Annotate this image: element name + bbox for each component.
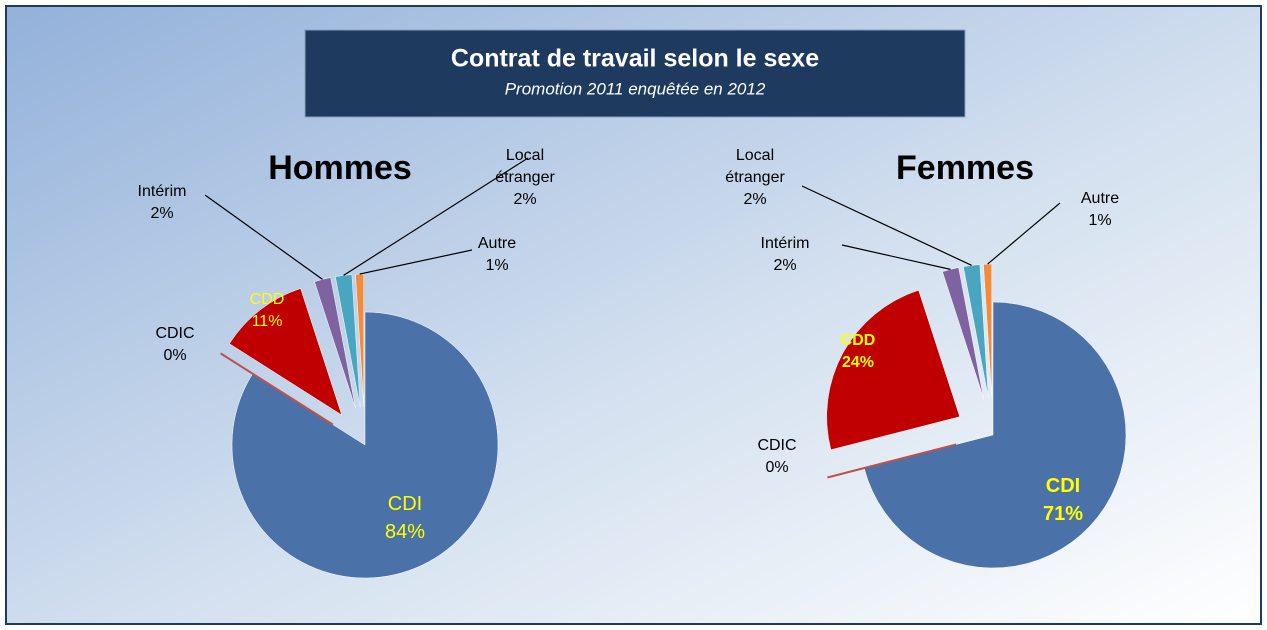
category-label: Intérim — [137, 183, 187, 200]
slice-label: CDIC 0% — [127, 323, 223, 367]
value-label: 84% — [384, 521, 426, 543]
pie-slice — [229, 288, 343, 416]
slice-label: Intérim 2% — [114, 181, 210, 225]
value-label: 1% — [485, 257, 509, 274]
value-label: 1% — [1088, 212, 1112, 229]
leader-line — [801, 185, 972, 266]
slice-label: CDD 24% — [810, 330, 906, 374]
pie-slice — [314, 277, 356, 409]
subtitle: Promotion 2011 enquêtée en 2012 — [505, 79, 766, 98]
pie-slice — [863, 301, 1127, 569]
value-label: 2% — [743, 191, 767, 208]
pie-title: Femmes — [896, 149, 1034, 187]
pie-title: Hommes — [268, 149, 412, 187]
value-label: 2% — [773, 257, 797, 274]
category-label: Autre — [1080, 190, 1120, 207]
category-label: Autre — [477, 235, 517, 252]
pie-slice — [983, 263, 993, 398]
slice-label: Local étranger 2% — [707, 145, 803, 211]
slice-label: Local étranger 2% — [477, 145, 573, 211]
title-box — [304, 29, 966, 118]
slice-label: Autre 1% — [1052, 188, 1148, 232]
pie-slice — [827, 443, 957, 479]
slice-label: CDD 11% — [219, 289, 315, 333]
slice-label: CDI 84% — [357, 490, 453, 546]
category-label: CDI — [387, 493, 423, 515]
pie-slice — [355, 273, 365, 408]
value-label: 11% — [251, 313, 283, 330]
value-label: 2% — [513, 191, 537, 208]
slice-label: Intérim 2% — [737, 233, 833, 277]
value-label: 24% — [841, 354, 875, 371]
leader-line — [359, 249, 473, 275]
category-label: Intérim — [760, 235, 810, 252]
value-label: 0% — [765, 459, 789, 476]
category-label: CDIC — [155, 325, 195, 342]
pie-slice — [826, 289, 961, 451]
value-label: 2% — [150, 205, 174, 222]
slice-label: CDIC 0% — [729, 435, 825, 479]
value-label: 0% — [163, 347, 187, 364]
pie-slice — [231, 311, 499, 579]
slice-label: CDI 71% — [1015, 472, 1111, 528]
leader-line — [204, 194, 323, 280]
value-label: 71% — [1042, 503, 1084, 525]
category-label: CDD — [249, 291, 285, 308]
pie-slice — [220, 352, 334, 426]
pie-slice — [942, 267, 984, 399]
category-label: Local étranger — [495, 147, 555, 186]
slice-label: Autre 1% — [449, 233, 545, 277]
title: Contrat de travail selon le sexe — [451, 45, 819, 73]
category-label: CDD — [840, 332, 876, 349]
leader-line — [841, 244, 951, 270]
category-label: CDI — [1045, 475, 1081, 497]
leader-line — [343, 157, 529, 276]
pie-slice — [963, 264, 989, 398]
leader-line — [987, 202, 1061, 265]
category-label: Local étranger — [725, 147, 785, 186]
category-label: CDIC — [757, 437, 797, 454]
